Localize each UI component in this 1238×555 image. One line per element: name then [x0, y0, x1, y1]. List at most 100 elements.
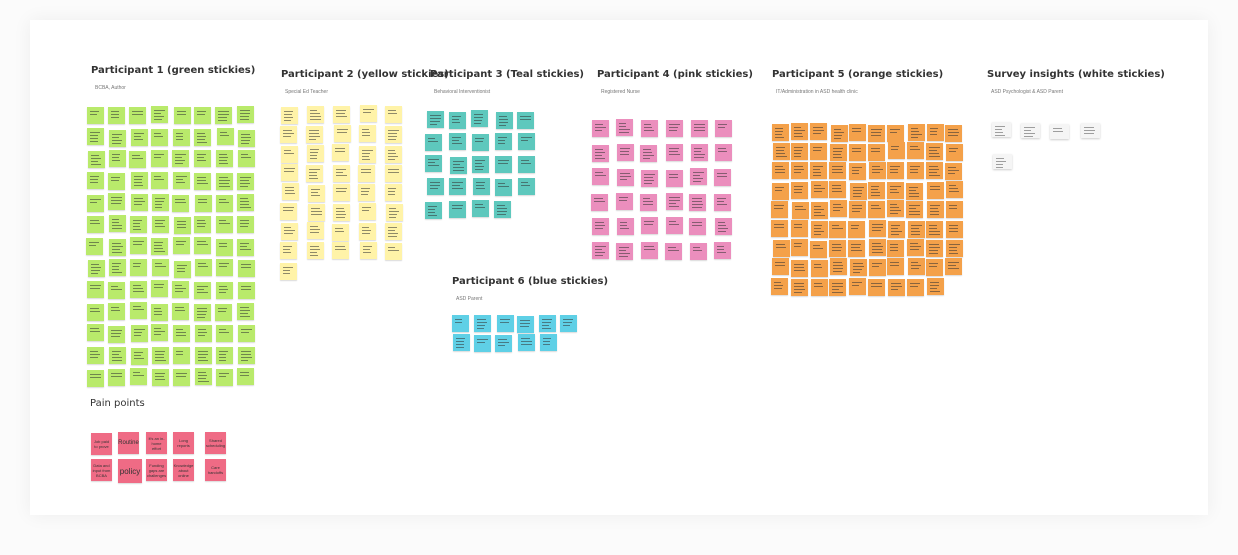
g5-sticky-note[interactable] [831, 125, 848, 142]
g3-sticky-note[interactable] [449, 112, 466, 129]
g5-sticky-note[interactable] [907, 239, 924, 256]
g1-sticky-note[interactable] [238, 260, 255, 277]
g5-sticky-note[interactable] [829, 221, 846, 238]
g4-sticky-note[interactable] [617, 218, 634, 235]
g2-sticky-note[interactable] [306, 126, 323, 143]
g5-sticky-note[interactable] [908, 124, 925, 141]
g5-sticky-note[interactable] [927, 201, 944, 218]
g1-sticky-note[interactable] [87, 347, 104, 364]
g5-sticky-note[interactable] [791, 279, 808, 296]
g1-sticky-note[interactable] [130, 259, 147, 276]
g4-sticky-note[interactable] [592, 168, 609, 185]
g2-sticky-note[interactable] [385, 243, 402, 260]
g1-sticky-note[interactable] [238, 347, 255, 364]
g5-sticky-note[interactable] [869, 259, 886, 276]
g1-sticky-note[interactable] [108, 303, 125, 320]
g6-sticky-note[interactable] [518, 334, 535, 351]
g1-sticky-note[interactable] [152, 369, 169, 386]
g5-sticky-note[interactable] [849, 201, 866, 218]
g5-sticky-note[interactable] [888, 221, 905, 238]
g6-sticky-note[interactable] [497, 315, 514, 332]
pain-point-note[interactable]: Job paid to prove [91, 433, 112, 455]
g4-sticky-note[interactable] [691, 120, 708, 137]
g5-sticky-note[interactable] [868, 279, 885, 296]
g4-sticky-note[interactable] [666, 217, 683, 234]
g3-sticky-note[interactable] [518, 133, 535, 150]
g1-sticky-note[interactable] [237, 173, 254, 190]
g2-sticky-note[interactable] [280, 126, 297, 143]
g6-sticky-note[interactable] [495, 335, 512, 352]
g4-sticky-note[interactable] [690, 243, 707, 260]
g7-sticky-note[interactable] [993, 154, 1012, 169]
g2-sticky-note[interactable] [281, 146, 298, 163]
g1-sticky-note[interactable] [88, 260, 105, 277]
g2-sticky-note[interactable] [385, 146, 402, 163]
g5-sticky-note[interactable] [906, 201, 923, 218]
g5-sticky-note[interactable] [791, 143, 808, 160]
g1-sticky-note[interactable] [237, 106, 254, 123]
g5-sticky-note[interactable] [887, 240, 904, 257]
g1-sticky-note[interactable] [88, 151, 105, 168]
g1-sticky-note[interactable] [151, 324, 168, 341]
g1-sticky-note[interactable] [237, 239, 254, 256]
g2-sticky-note[interactable] [385, 126, 402, 143]
g4-sticky-note[interactable] [715, 120, 732, 137]
g3-sticky-note[interactable] [494, 201, 511, 218]
g1-sticky-note[interactable] [194, 237, 211, 254]
g2-sticky-note[interactable] [307, 106, 324, 123]
g5-sticky-note[interactable] [869, 220, 886, 237]
g5-sticky-note[interactable] [791, 162, 808, 179]
g5-sticky-note[interactable] [869, 239, 886, 256]
g4-sticky-note[interactable] [592, 218, 609, 235]
g1-sticky-note[interactable] [173, 347, 190, 364]
g5-sticky-note[interactable] [907, 142, 924, 159]
g1-sticky-note[interactable] [216, 216, 233, 233]
g1-sticky-note[interactable] [174, 261, 191, 278]
g7-sticky-note[interactable] [992, 122, 1011, 137]
g1-sticky-note[interactable] [87, 281, 104, 298]
g1-sticky-note[interactable] [152, 347, 169, 364]
g5-sticky-note[interactable] [850, 183, 867, 200]
g2-sticky-note[interactable] [385, 223, 402, 240]
g1-sticky-note[interactable] [194, 173, 211, 190]
g5-sticky-note[interactable] [926, 259, 943, 276]
g2-sticky-note[interactable] [333, 204, 350, 221]
g5-sticky-note[interactable] [945, 163, 962, 180]
pain-point-note[interactable]: Funding gaps are challenges [146, 459, 167, 481]
g5-sticky-note[interactable] [811, 260, 828, 277]
g4-sticky-note[interactable] [714, 194, 731, 211]
g5-sticky-note[interactable] [829, 162, 846, 179]
group-title[interactable]: Participant 5 (orange stickies) [772, 69, 943, 80]
g4-sticky-note[interactable] [591, 194, 608, 211]
g5-sticky-note[interactable] [926, 162, 943, 179]
g1-sticky-note[interactable] [174, 107, 191, 124]
g6-sticky-note[interactable] [539, 315, 556, 332]
g1-sticky-note[interactable] [87, 195, 104, 212]
g1-sticky-note[interactable] [131, 194, 148, 211]
g4-sticky-note[interactable] [714, 242, 731, 259]
g2-sticky-note[interactable] [281, 164, 298, 181]
g5-sticky-note[interactable] [791, 220, 808, 237]
g5-sticky-note[interactable] [771, 220, 788, 237]
group-subtitle[interactable]: IT/Administration in ASD health clinic [776, 89, 858, 95]
g5-sticky-note[interactable] [771, 278, 788, 295]
g5-sticky-note[interactable] [830, 258, 847, 275]
g5-sticky-note[interactable] [810, 123, 827, 140]
g3-sticky-note[interactable] [425, 202, 442, 219]
g5-sticky-note[interactable] [791, 182, 808, 199]
g1-sticky-note[interactable] [194, 216, 211, 233]
g2-sticky-note[interactable] [332, 242, 349, 259]
g2-sticky-note[interactable] [333, 184, 350, 201]
g3-sticky-note[interactable] [517, 112, 534, 129]
g5-sticky-note[interactable] [830, 200, 847, 217]
g1-sticky-note[interactable] [87, 172, 104, 189]
g3-sticky-note[interactable] [472, 134, 489, 151]
g1-sticky-note[interactable] [130, 302, 147, 319]
g1-sticky-note[interactable] [131, 325, 148, 342]
g5-sticky-note[interactable] [926, 221, 943, 238]
g2-sticky-note[interactable] [360, 105, 377, 122]
g1-sticky-note[interactable] [151, 129, 168, 146]
g5-sticky-note[interactable] [927, 278, 944, 295]
g3-sticky-note[interactable] [518, 156, 535, 173]
g5-sticky-note[interactable] [830, 144, 847, 161]
